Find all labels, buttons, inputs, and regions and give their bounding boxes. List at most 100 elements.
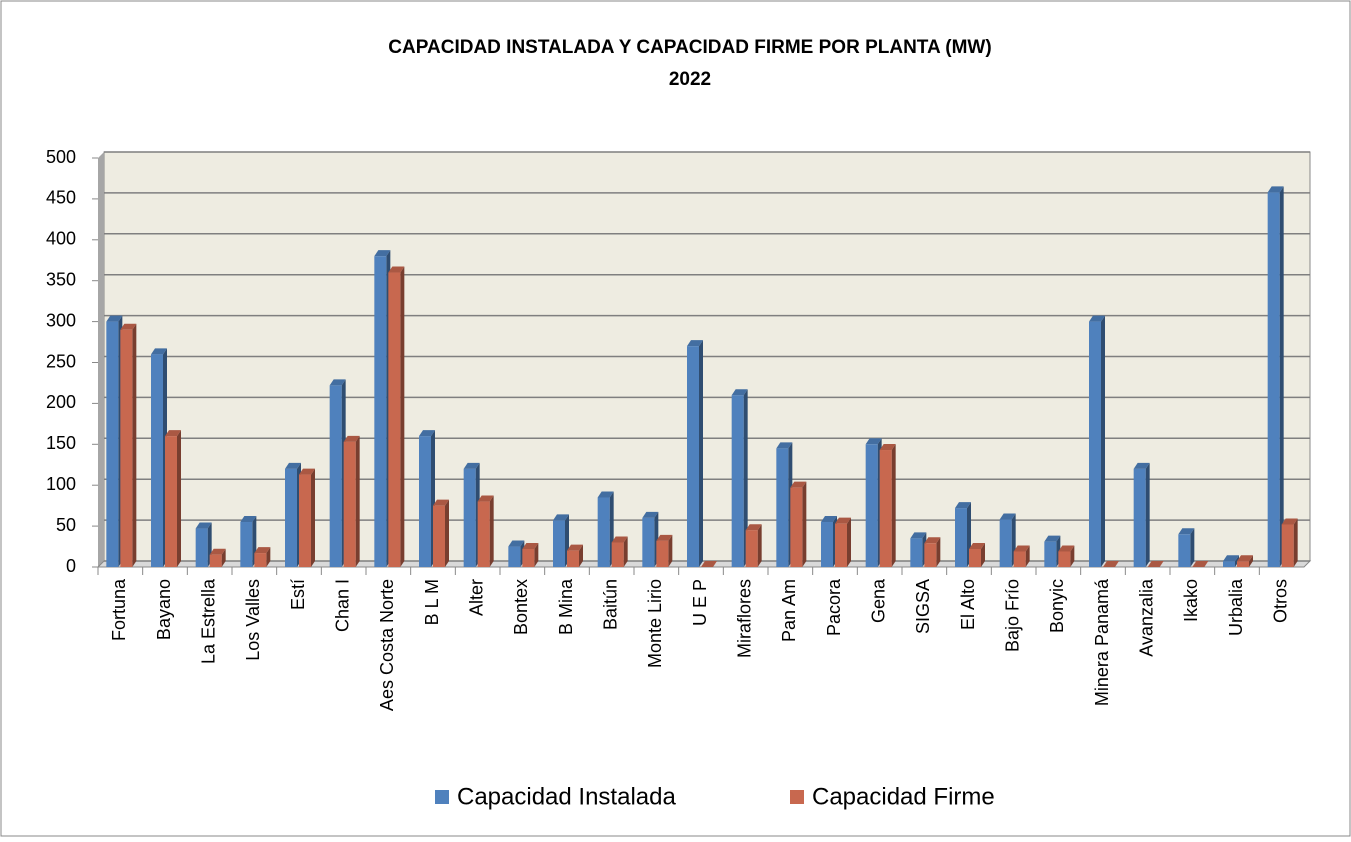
bar-side	[1235, 555, 1239, 567]
bar	[865, 444, 878, 567]
bar-side	[699, 340, 703, 567]
bar-top	[343, 435, 360, 442]
bar-top	[508, 540, 525, 547]
bar-top	[1044, 535, 1061, 542]
x-tick-label: B Mina	[556, 578, 576, 635]
bar-top	[254, 547, 271, 554]
x-tick-label: Bajo Frío	[1002, 579, 1022, 652]
bar	[1044, 541, 1057, 567]
legend-swatch	[790, 790, 804, 804]
bar-top	[835, 517, 851, 524]
bar-top	[821, 516, 837, 523]
y-tick-label: 200	[46, 392, 76, 412]
bar	[1013, 551, 1026, 567]
y-tick-label: 350	[46, 269, 76, 289]
legend-swatch	[435, 790, 449, 804]
bar	[433, 505, 445, 567]
x-tick-label: Bontex	[511, 579, 531, 635]
bar	[195, 528, 208, 567]
bar-side	[1101, 315, 1105, 567]
bar	[924, 543, 937, 567]
bar-top	[240, 516, 257, 523]
bar-side	[266, 547, 271, 567]
bar-side	[489, 495, 494, 567]
bar-top	[151, 348, 167, 355]
x-tick-label: Chan I	[332, 579, 352, 632]
bar-top	[879, 444, 896, 451]
bar	[567, 550, 579, 567]
x-tick-label: La Estrella	[198, 578, 218, 664]
bar	[1237, 561, 1249, 567]
bar-top	[477, 495, 494, 502]
x-tick-label: Avanzalia	[1136, 578, 1156, 657]
bar	[299, 474, 311, 567]
bar-top	[1192, 561, 1209, 567]
bar-side	[1279, 186, 1284, 567]
bar	[835, 523, 847, 567]
bar-side	[847, 517, 851, 567]
bar-side	[891, 444, 896, 567]
bar-top	[1147, 561, 1164, 567]
bar-top	[597, 491, 614, 498]
bar-side	[668, 534, 673, 567]
bar-side	[445, 499, 449, 567]
bar-top	[1058, 545, 1075, 552]
bar	[165, 436, 177, 567]
x-tick-label: Aes Costa Norte	[377, 579, 397, 711]
bar	[821, 522, 833, 567]
bar-top	[1237, 555, 1253, 562]
bar-top	[1103, 561, 1119, 567]
bar-side	[221, 548, 226, 567]
bar-top	[299, 468, 315, 475]
bar	[285, 468, 297, 567]
bar-top	[1013, 545, 1030, 552]
bar-side	[579, 544, 583, 567]
y-tick-label: 150	[46, 433, 76, 453]
bar-top	[999, 513, 1016, 520]
bar-top	[463, 462, 480, 469]
bar-top	[120, 323, 137, 330]
bar-side	[177, 430, 181, 567]
bar-top	[329, 379, 346, 386]
x-tick-label: Baitún	[600, 579, 620, 630]
bar-top	[910, 532, 927, 539]
bar	[969, 549, 981, 567]
bar	[790, 487, 803, 567]
bar	[955, 508, 967, 567]
bar	[419, 436, 431, 567]
bar	[1178, 534, 1191, 567]
bar	[776, 448, 789, 567]
bar-top	[776, 442, 793, 449]
x-tick-label: U E P	[690, 579, 710, 626]
bar	[120, 329, 133, 567]
bar	[1089, 321, 1101, 567]
bar-top	[924, 537, 941, 544]
bar-top	[209, 548, 226, 555]
x-tick-label: El Alto	[958, 579, 978, 630]
bar	[477, 501, 490, 567]
bar-top	[955, 502, 971, 509]
x-tick-label: B L M	[422, 579, 442, 625]
bar	[879, 450, 892, 567]
legend-label: Capacidad Firme	[812, 783, 995, 810]
bar-top	[1281, 518, 1298, 525]
bar-top	[1223, 555, 1239, 562]
bar	[463, 468, 476, 567]
y-tick-label: 500	[46, 147, 76, 167]
x-tick-label: Fortuna	[109, 578, 129, 641]
bar-side	[757, 524, 762, 567]
x-tick-label: Pacora	[824, 578, 844, 636]
bar-top	[969, 543, 985, 550]
bar	[642, 517, 655, 567]
bar	[597, 497, 610, 567]
bar-top	[745, 524, 762, 531]
bar-side	[936, 537, 941, 567]
bar	[999, 519, 1012, 567]
bar-top	[195, 522, 212, 529]
bar	[151, 354, 163, 567]
bar-top	[1133, 462, 1150, 469]
bar-side	[1070, 545, 1075, 567]
bar-top	[656, 534, 673, 541]
bar-top	[106, 315, 123, 322]
